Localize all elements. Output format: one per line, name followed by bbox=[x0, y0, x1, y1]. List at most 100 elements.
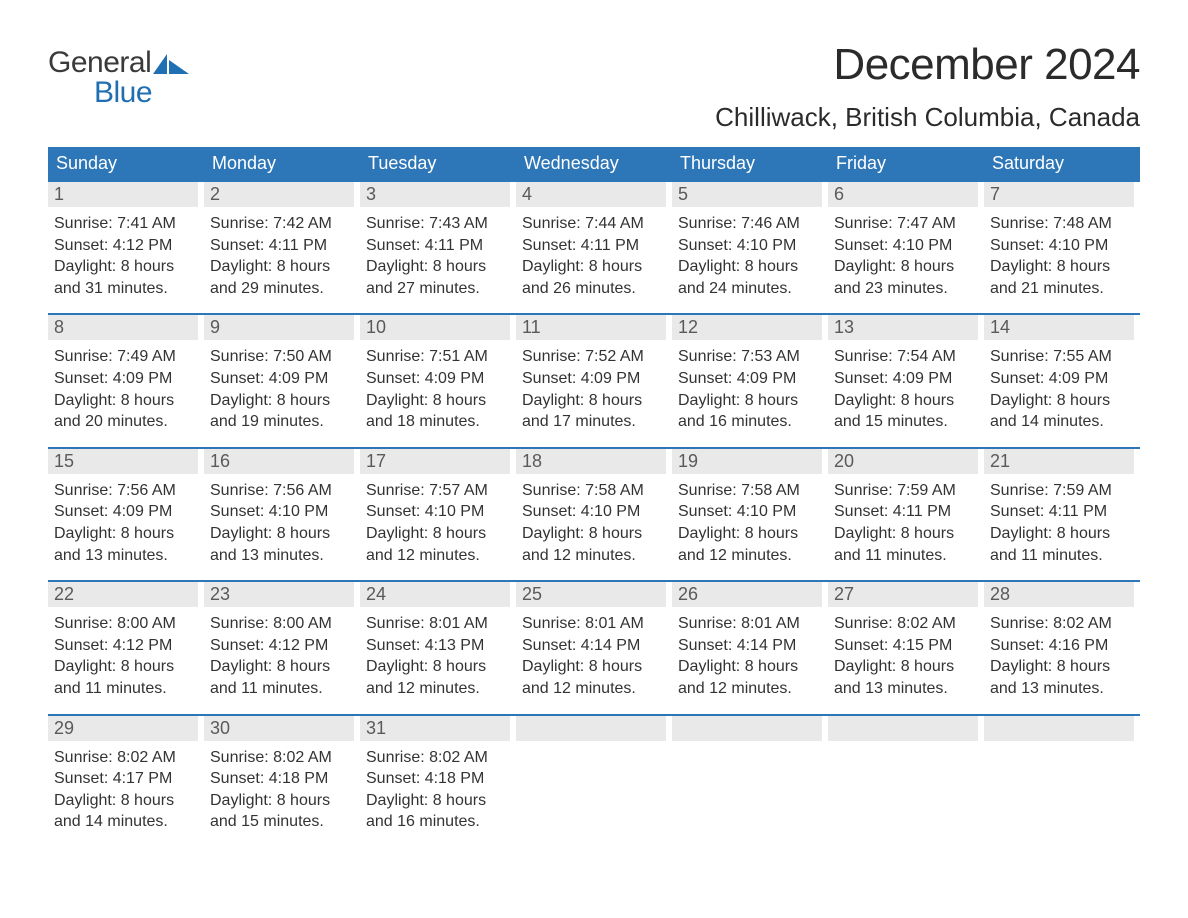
day-sunrise: Sunrise: 7:47 AM bbox=[834, 213, 978, 235]
day-sunset: Sunset: 4:18 PM bbox=[366, 768, 510, 790]
day-body: Sunrise: 7:44 AMSunset: 4:11 PMDaylight:… bbox=[516, 207, 666, 299]
day-sunset: Sunset: 4:12 PM bbox=[210, 635, 354, 657]
day-d2: and 11 minutes. bbox=[210, 678, 354, 700]
day-d2: and 17 minutes. bbox=[522, 411, 666, 433]
day-sunrise: Sunrise: 7:59 AM bbox=[834, 480, 978, 502]
day-cell: 8Sunrise: 7:49 AMSunset: 4:09 PMDaylight… bbox=[48, 315, 204, 432]
day-cell: 20Sunrise: 7:59 AMSunset: 4:11 PMDayligh… bbox=[828, 449, 984, 566]
day-sunrise: Sunrise: 7:58 AM bbox=[678, 480, 822, 502]
day-d1: Daylight: 8 hours bbox=[678, 256, 822, 278]
day-number: 23 bbox=[204, 582, 354, 607]
day-sunset: Sunset: 4:12 PM bbox=[54, 235, 198, 257]
day-d2: and 15 minutes. bbox=[210, 811, 354, 833]
day-number: 14 bbox=[984, 315, 1134, 340]
day-number: 27 bbox=[828, 582, 978, 607]
day-sunrise: Sunrise: 7:42 AM bbox=[210, 213, 354, 235]
day-d2: and 11 minutes. bbox=[834, 545, 978, 567]
day-sunrise: Sunrise: 7:49 AM bbox=[54, 346, 198, 368]
day-number: 31 bbox=[360, 716, 510, 741]
day-body: Sunrise: 7:42 AMSunset: 4:11 PMDaylight:… bbox=[204, 207, 354, 299]
day-number: 24 bbox=[360, 582, 510, 607]
day-cell: 28Sunrise: 8:02 AMSunset: 4:16 PMDayligh… bbox=[984, 582, 1140, 699]
day-cell: 7Sunrise: 7:48 AMSunset: 4:10 PMDaylight… bbox=[984, 182, 1140, 299]
day-d1: Daylight: 8 hours bbox=[366, 656, 510, 678]
day-cell: 4Sunrise: 7:44 AMSunset: 4:11 PMDaylight… bbox=[516, 182, 672, 299]
logo-top-row: General bbox=[48, 48, 189, 78]
day-sunset: Sunset: 4:10 PM bbox=[990, 235, 1134, 257]
weekday-header-row: Sunday Monday Tuesday Wednesday Thursday… bbox=[48, 147, 1140, 180]
day-sunrise: Sunrise: 7:58 AM bbox=[522, 480, 666, 502]
day-d1: Daylight: 8 hours bbox=[366, 523, 510, 545]
title-block: December 2024 Chilliwack, British Columb… bbox=[715, 40, 1140, 133]
day-d1: Daylight: 8 hours bbox=[54, 390, 198, 412]
logo-word-general: General bbox=[48, 48, 151, 78]
day-d2: and 14 minutes. bbox=[54, 811, 198, 833]
day-number: 7 bbox=[984, 182, 1134, 207]
day-body: Sunrise: 7:41 AMSunset: 4:12 PMDaylight:… bbox=[48, 207, 198, 299]
day-cell: 14Sunrise: 7:55 AMSunset: 4:09 PMDayligh… bbox=[984, 315, 1140, 432]
day-number bbox=[984, 716, 1134, 741]
day-sunset: Sunset: 4:09 PM bbox=[366, 368, 510, 390]
day-number bbox=[828, 716, 978, 741]
day-sunrise: Sunrise: 7:54 AM bbox=[834, 346, 978, 368]
day-sunset: Sunset: 4:11 PM bbox=[210, 235, 354, 257]
day-d1: Daylight: 8 hours bbox=[522, 656, 666, 678]
day-d1: Daylight: 8 hours bbox=[834, 390, 978, 412]
weekday-thursday: Thursday bbox=[672, 147, 828, 180]
day-sunrise: Sunrise: 7:55 AM bbox=[990, 346, 1134, 368]
day-sunset: Sunset: 4:17 PM bbox=[54, 768, 198, 790]
day-body: Sunrise: 7:56 AMSunset: 4:09 PMDaylight:… bbox=[48, 474, 198, 566]
day-body: Sunrise: 7:50 AMSunset: 4:09 PMDaylight:… bbox=[204, 340, 354, 432]
day-sunrise: Sunrise: 8:00 AM bbox=[54, 613, 198, 635]
day-body: Sunrise: 7:48 AMSunset: 4:10 PMDaylight:… bbox=[984, 207, 1134, 299]
logo: General Blue bbox=[48, 40, 189, 108]
day-d2: and 12 minutes. bbox=[366, 545, 510, 567]
day-sunrise: Sunrise: 7:57 AM bbox=[366, 480, 510, 502]
day-number: 17 bbox=[360, 449, 510, 474]
day-body: Sunrise: 8:00 AMSunset: 4:12 PMDaylight:… bbox=[48, 607, 198, 699]
weeks-container: 1Sunrise: 7:41 AMSunset: 4:12 PMDaylight… bbox=[48, 180, 1140, 833]
day-d1: Daylight: 8 hours bbox=[210, 390, 354, 412]
day-number: 29 bbox=[48, 716, 198, 741]
day-sunset: Sunset: 4:09 PM bbox=[54, 368, 198, 390]
day-d1: Daylight: 8 hours bbox=[990, 256, 1134, 278]
weekday-sunday: Sunday bbox=[48, 147, 204, 180]
week-row: 15Sunrise: 7:56 AMSunset: 4:09 PMDayligh… bbox=[48, 447, 1140, 566]
day-body: Sunrise: 8:00 AMSunset: 4:12 PMDaylight:… bbox=[204, 607, 354, 699]
day-sunrise: Sunrise: 8:02 AM bbox=[210, 747, 354, 769]
day-sunrise: Sunrise: 7:56 AM bbox=[210, 480, 354, 502]
day-number: 21 bbox=[984, 449, 1134, 474]
day-cell: 25 Sunrise: 8:01 AMSunset: 4:14 PMDayligh… bbox=[516, 582, 672, 699]
day-d2: and 23 minutes. bbox=[834, 278, 978, 300]
day-sunrise: Sunrise: 8:00 AM bbox=[210, 613, 354, 635]
day-d2: and 12 minutes. bbox=[678, 545, 822, 567]
day-d2: and 26 minutes. bbox=[522, 278, 666, 300]
day-d2: and 16 minutes. bbox=[366, 811, 510, 833]
day-number: 11 bbox=[516, 315, 666, 340]
day-cell: 21Sunrise: 7:59 AMSunset: 4:11 PMDayligh… bbox=[984, 449, 1140, 566]
day-body: Sunrise: 7:43 AMSunset: 4:11 PMDaylight:… bbox=[360, 207, 510, 299]
day-cell: 10Sunrise: 7:51 AMSunset: 4:09 PMDayligh… bbox=[360, 315, 516, 432]
day-sunset: Sunset: 4:13 PM bbox=[366, 635, 510, 657]
logo-sail-icon bbox=[153, 52, 189, 74]
day-number: 6 bbox=[828, 182, 978, 207]
day-number: 5 bbox=[672, 182, 822, 207]
day-sunrise: Sunrise: 8:01 AM bbox=[522, 613, 666, 635]
month-title: December 2024 bbox=[715, 40, 1140, 90]
day-d1: Daylight: 8 hours bbox=[210, 790, 354, 812]
day-sunrise: Sunrise: 8:01 AM bbox=[366, 613, 510, 635]
day-number bbox=[672, 716, 822, 741]
day-number: 10 bbox=[360, 315, 510, 340]
day-number: 25 bbox=[516, 582, 666, 607]
day-body: Sunrise: 7:56 AMSunset: 4:10 PMDaylight:… bbox=[204, 474, 354, 566]
day-number: 3 bbox=[360, 182, 510, 207]
day-d2: and 12 minutes. bbox=[678, 678, 822, 700]
day-cell: 26Sunrise: 8:01 AMSunset: 4:14 PMDayligh… bbox=[672, 582, 828, 699]
day-d1: Daylight: 8 hours bbox=[678, 656, 822, 678]
day-d2: and 13 minutes. bbox=[990, 678, 1134, 700]
day-sunset: Sunset: 4:14 PM bbox=[522, 635, 666, 657]
day-sunset: Sunset: 4:11 PM bbox=[834, 501, 978, 523]
day-cell: 17Sunrise: 7:57 AMSunset: 4:10 PMDayligh… bbox=[360, 449, 516, 566]
day-d2: and 14 minutes. bbox=[990, 411, 1134, 433]
day-d1: Daylight: 8 hours bbox=[210, 656, 354, 678]
